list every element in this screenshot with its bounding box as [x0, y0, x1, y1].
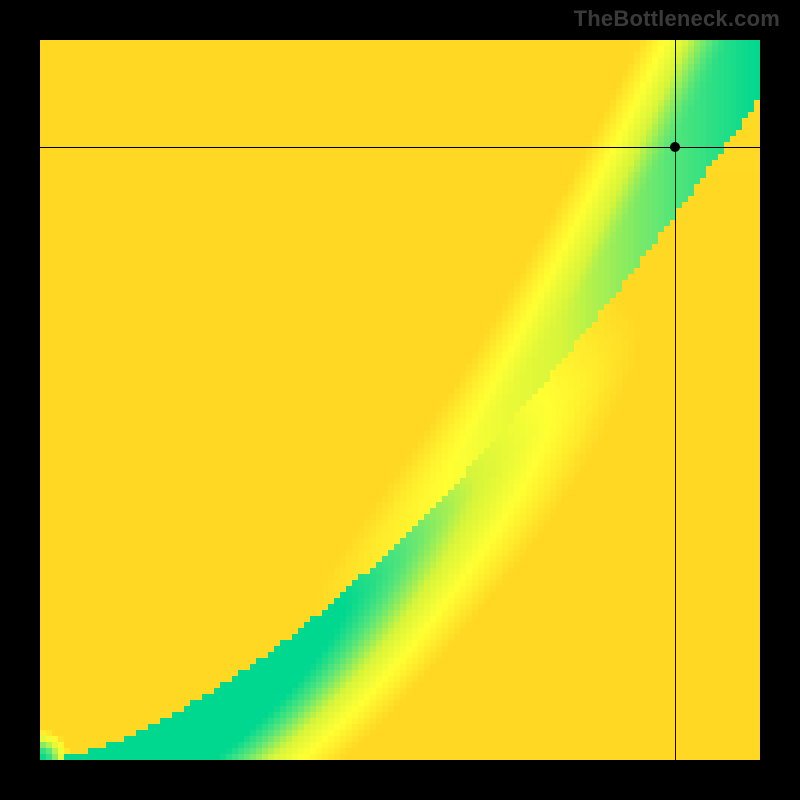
watermark-text: TheBottleneck.com [574, 6, 780, 32]
heatmap-plot [40, 40, 760, 760]
crosshair-horizontal [40, 147, 760, 148]
image-container: TheBottleneck.com [0, 0, 800, 800]
heatmap-canvas [40, 40, 760, 760]
crosshair-marker [670, 142, 680, 152]
